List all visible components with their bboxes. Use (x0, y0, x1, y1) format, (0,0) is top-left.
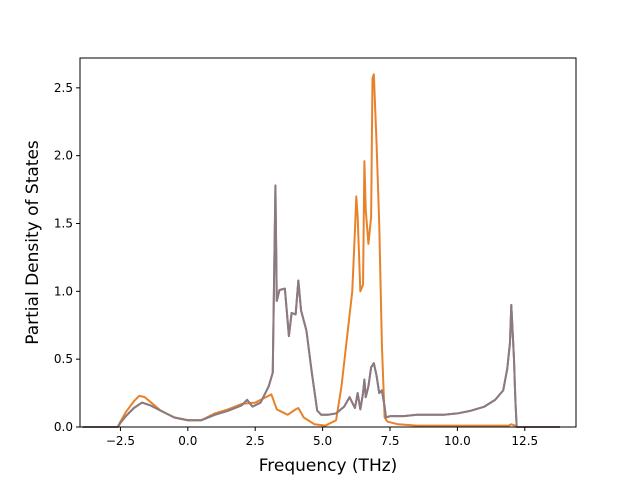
y-tick-label: 0.0 (54, 420, 73, 434)
axes-frame (79, 57, 577, 428)
y-tick-label: 2.5 (54, 81, 73, 95)
series-line-2 (82, 73, 560, 428)
x-tick-label: 12.5 (511, 434, 538, 448)
y-tick-label: 1.5 (54, 217, 73, 231)
series-layer (82, 73, 560, 428)
y-tick-label: 0.5 (54, 352, 73, 366)
x-axis-ticks: −2.5 0.0 2.5 5.0 7.5 10.0 12.5 (106, 427, 538, 448)
y-tick-label: 2.0 (54, 149, 73, 163)
y-axis-label: Partial Density of States (23, 140, 43, 345)
x-tick-label: 2.5 (246, 434, 265, 448)
series-line-1 (82, 184, 560, 428)
x-tick-label: 7.5 (380, 434, 399, 448)
x-axis-label: Frequency (THz) (259, 456, 398, 476)
x-tick-label: 0.0 (178, 434, 197, 448)
x-tick-label: 10.0 (444, 434, 471, 448)
x-tick-label: −2.5 (106, 434, 135, 448)
y-axis-ticks: 0.0 0.5 1.0 1.5 2.0 2.5 (54, 81, 80, 434)
x-tick-label: 5.0 (313, 434, 332, 448)
series-line-3 (82, 184, 560, 428)
y-tick-label: 1.0 (54, 284, 73, 298)
